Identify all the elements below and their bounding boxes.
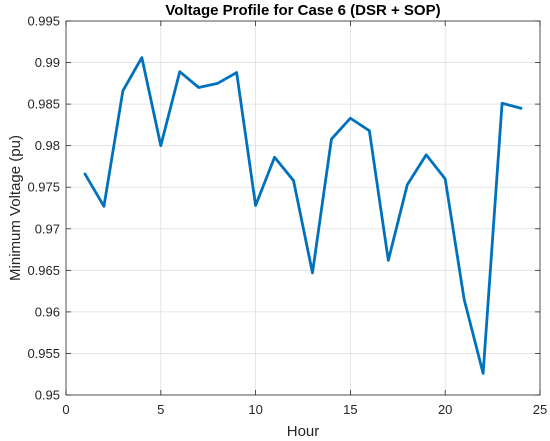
series-group [83, 56, 523, 375]
ticks: 0 5 10 15 20 25 0.95 0.955 0.96 0.965 0.97 0.975 0.9… [27, 14, 547, 418]
x-axis-label: Hour [287, 423, 320, 440]
y-tick-label: 0.955 [27, 346, 60, 361]
y-tick-label: 0.965 [27, 263, 60, 278]
y-tick-label: 0.97 [35, 221, 60, 236]
y-axis-label: Minimum Voltage (pu) [7, 135, 24, 281]
chart-title: Voltage Profile for Case 6 (DSR + SOP) [165, 2, 440, 19]
y-tick-label: 0.975 [27, 180, 60, 195]
y-tick-label: 0.98 [35, 138, 60, 153]
x-tick-label: 20 [438, 402, 452, 417]
x-tick-label: 25 [533, 402, 547, 417]
x-tick-label: 15 [343, 402, 357, 417]
series-line [83, 56, 523, 375]
y-tick-label: 0.985 [27, 97, 60, 112]
plot-area [66, 21, 540, 395]
x-tick-label: 5 [157, 402, 164, 417]
y-tick-label: 0.99 [35, 55, 60, 70]
axes-box [65, 20, 541, 396]
grid [66, 21, 540, 395]
x-tick-label: 10 [248, 402, 262, 417]
x-tick-label: 0 [62, 402, 69, 417]
y-tick-label: 0.96 [35, 304, 60, 319]
y-tick-label: 0.95 [35, 388, 60, 403]
y-tick-label: 0.995 [27, 14, 60, 29]
